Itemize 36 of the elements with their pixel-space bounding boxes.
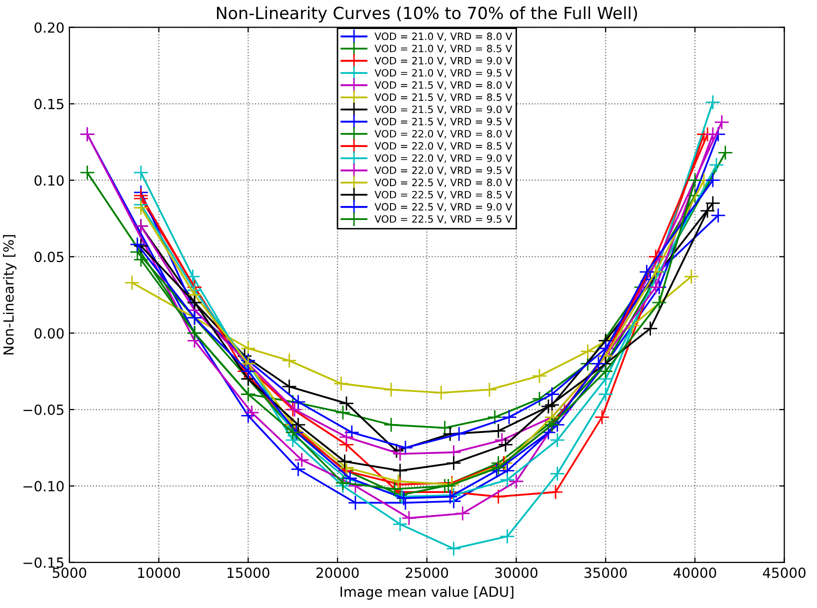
x-tick-label: 45000 xyxy=(762,568,806,578)
legend-label: VOD = 21.5 V, VRD = 9.0 V xyxy=(374,106,512,114)
y-tick-label: 0.00 xyxy=(34,328,64,339)
legend-label: VOD = 22.5 V, VRD = 9.5 V xyxy=(374,215,512,224)
legend-label: VOD = 22.0 V, VRD = 9.0 V xyxy=(374,154,512,163)
legend-label: VOD = 21.0 V, VRD = 8.5 V xyxy=(374,44,512,54)
x-tick-label: 10000 xyxy=(138,568,180,578)
legend-label: VOD = 22.5 V, VRD = 8.5 V xyxy=(374,190,512,200)
x-tick-label: 30000 xyxy=(495,568,538,578)
legend-label: VOD = 22.5 V, VRD = 8.0 V xyxy=(374,178,512,188)
legend-label: VOD = 22.0 V, VRD = 9.5 V xyxy=(374,166,512,176)
x-tick-label: 15000 xyxy=(228,568,270,578)
legend-label: VOD = 21.0 V, VRD = 9.5 V xyxy=(374,69,512,78)
x-tick-label: 40000 xyxy=(674,568,716,578)
chart-title: Non-Linearity Curves (10% to 70% of the Full Well) xyxy=(216,6,637,22)
legend-label: VOD = 21.0 V, VRD = 8.0 V xyxy=(374,32,512,42)
y-tick-label: 0.15 xyxy=(34,98,64,110)
y-tick-label: −0.05 xyxy=(23,404,64,416)
legend-label: VOD = 21.5 V, VRD = 9.5 V xyxy=(374,118,512,126)
y-axis-title: Non-Linearity [%] xyxy=(3,235,16,354)
x-axis-title: Image mean value [ADU] xyxy=(340,586,514,600)
legend-label: VOD = 22.0 V, VRD = 8.0 V xyxy=(374,130,512,139)
y-tick-label: −0.10 xyxy=(23,480,64,492)
y-tick-label: −0.15 xyxy=(23,557,64,568)
legend-label: VOD = 22.0 V, VRD = 8.5 V xyxy=(374,142,512,151)
y-tick-label: 0.20 xyxy=(34,22,64,33)
x-tick-label: 35000 xyxy=(584,568,627,578)
legend-label: VOD = 21.5 V, VRD = 8.5 V xyxy=(374,93,512,102)
legend-label: VOD = 21.0 V, VRD = 9.0 V xyxy=(374,56,512,66)
x-tick-label: 20000 xyxy=(316,568,359,578)
y-tick-label: 0.10 xyxy=(34,175,64,186)
x-tick-label: 5000 xyxy=(52,568,86,578)
legend-label: VOD = 22.5 V, VRD = 9.0 V xyxy=(374,203,512,212)
legend-label: VOD = 21.5 V, VRD = 8.0 V xyxy=(374,81,512,90)
x-tick-label: 25000 xyxy=(406,568,448,578)
y-tick-label: 0.05 xyxy=(34,252,64,262)
